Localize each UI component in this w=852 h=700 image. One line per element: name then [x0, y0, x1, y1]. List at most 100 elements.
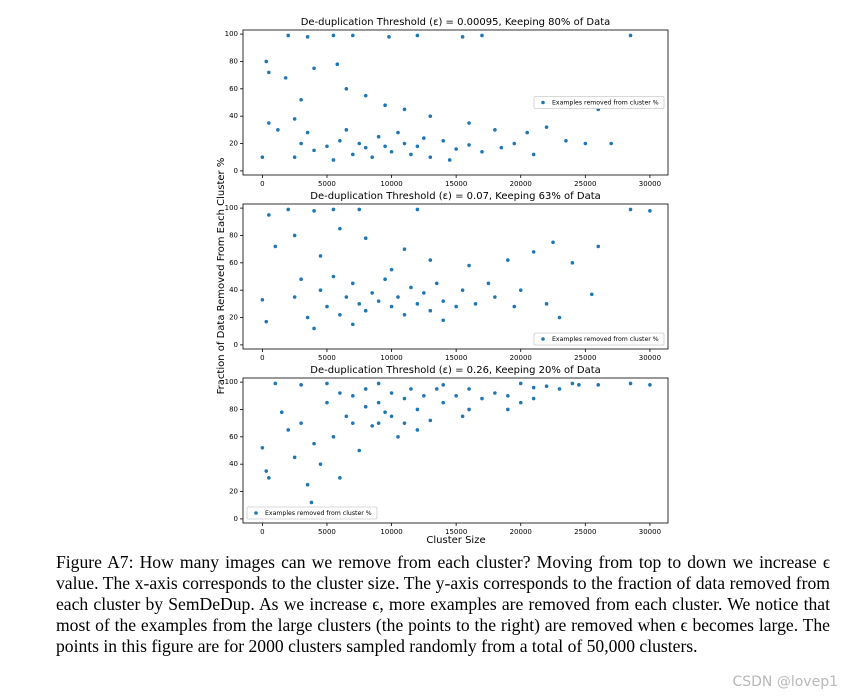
caption: Figure A7: How many images can we remove…: [56, 552, 830, 656]
point: [357, 207, 362, 212]
y-tick-label: 20: [229, 488, 238, 496]
point: [473, 302, 478, 306]
point: [583, 141, 588, 146]
x-tick-label: 5000: [318, 528, 336, 536]
point: [383, 277, 387, 282]
point: [609, 141, 613, 146]
point: [318, 254, 323, 258]
x-tick-label: 15000: [445, 528, 467, 536]
point: [415, 428, 420, 432]
point: [299, 383, 303, 387]
point: [363, 145, 368, 150]
point: [351, 152, 355, 157]
point: [467, 263, 471, 268]
x-tick-label: 25000: [574, 354, 596, 362]
point: [525, 130, 529, 135]
point: [357, 448, 362, 453]
point: [428, 418, 433, 423]
point: [486, 281, 491, 286]
y-tick-label: 60: [229, 85, 238, 93]
legend-marker: [541, 100, 545, 105]
point: [264, 319, 269, 324]
point: [335, 62, 340, 66]
point: [267, 121, 271, 125]
point: [460, 35, 465, 39]
point: [557, 315, 562, 320]
point: [344, 414, 349, 419]
x-tick-label: 30000: [639, 354, 661, 362]
point: [518, 288, 523, 292]
point: [428, 308, 433, 313]
point: [338, 476, 342, 480]
point: [415, 302, 420, 306]
point: [338, 226, 342, 231]
point: [299, 421, 303, 425]
point: [309, 500, 314, 505]
point: [467, 143, 471, 147]
x-tick-label: 25000: [574, 528, 596, 536]
x-tick-label: 10000: [380, 180, 402, 188]
point: [544, 302, 549, 306]
point: [480, 33, 484, 38]
watermark: CSDN @lovep1: [732, 674, 838, 690]
point: [370, 291, 374, 295]
point: [312, 326, 316, 331]
point: [363, 308, 368, 313]
point: [389, 267, 394, 272]
point: [267, 213, 271, 217]
point: [325, 400, 329, 405]
plot-frame: [242, 377, 669, 524]
legend-marker: [541, 337, 545, 341]
point: [276, 128, 280, 132]
point: [338, 391, 342, 395]
x-tick-label: 5000: [318, 354, 336, 362]
point: [402, 107, 407, 112]
point: [305, 315, 310, 320]
point: [441, 299, 446, 303]
point: [648, 383, 652, 387]
point: [260, 445, 265, 450]
point: [383, 410, 387, 414]
point: [331, 33, 336, 38]
point: [351, 421, 355, 425]
point: [454, 304, 458, 309]
point: [283, 76, 288, 80]
point: [383, 103, 387, 108]
point: [299, 141, 303, 146]
point: [422, 291, 426, 295]
point: [292, 455, 297, 460]
y-tick-label: 0: [234, 515, 238, 523]
point: [260, 155, 265, 160]
legend-box: [533, 332, 665, 346]
y-tick-label: 0: [234, 341, 238, 349]
x-tick-label: 25000: [574, 180, 596, 188]
point: [338, 313, 342, 317]
point: [570, 381, 575, 386]
point: [480, 396, 484, 401]
point: [409, 387, 413, 391]
legend-marker: [254, 511, 258, 515]
point: [286, 33, 291, 38]
plot-frame: [242, 203, 669, 350]
point: [447, 158, 452, 162]
legend-label: Examples removed from cluster %: [265, 510, 372, 517]
point: [454, 393, 458, 398]
point: [422, 393, 426, 398]
point: [402, 141, 407, 146]
point: [493, 128, 497, 132]
point: [441, 400, 446, 405]
x-tick-label: 5000: [318, 180, 336, 188]
y-tick-label: 100: [225, 378, 238, 386]
point: [370, 155, 374, 160]
point: [409, 285, 413, 290]
x-axis-label: Cluster Size: [426, 535, 485, 546]
point: [493, 391, 497, 395]
point: [376, 400, 381, 405]
y-tick-label: 80: [229, 405, 238, 413]
legend-label: Examples removed from cluster %: [552, 100, 659, 107]
x-tick-label: 0: [260, 180, 264, 188]
point: [396, 435, 400, 439]
chart-title: De-duplication Threshold (ε) = 0.26, Kee…: [310, 365, 601, 376]
point: [518, 400, 523, 405]
point: [531, 152, 536, 157]
